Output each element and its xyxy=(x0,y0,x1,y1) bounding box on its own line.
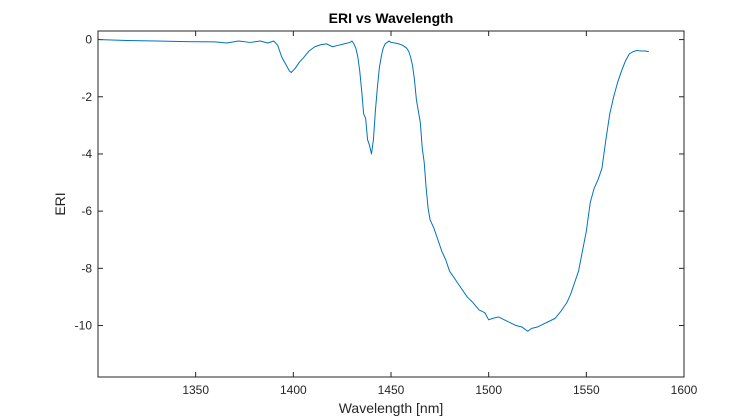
y-tick-label: -2 xyxy=(81,90,92,104)
y-tick-label: -6 xyxy=(81,204,92,218)
series-layer xyxy=(99,39,649,332)
chart-title: ERI vs Wavelength xyxy=(329,10,454,26)
y-tick-label: 0 xyxy=(85,33,92,47)
x-axis-label: Wavelength [nm] xyxy=(339,400,444,416)
y-axis-label: ERI xyxy=(52,192,68,215)
plot-area xyxy=(98,31,684,377)
axes-box xyxy=(97,30,685,378)
x-tick-label: 1600 xyxy=(671,383,698,397)
eri-series-line xyxy=(99,39,649,332)
x-tick-label: 1350 xyxy=(182,383,209,397)
x-tick-label: 1550 xyxy=(573,383,600,397)
x-tick-label: 1400 xyxy=(280,383,307,397)
y-tick-label: -10 xyxy=(75,319,93,333)
x-tick-label: 1500 xyxy=(475,383,502,397)
y-tick-label: -4 xyxy=(81,147,92,161)
y-tick-label: -8 xyxy=(81,261,92,275)
x-tick-label: 1450 xyxy=(378,383,405,397)
